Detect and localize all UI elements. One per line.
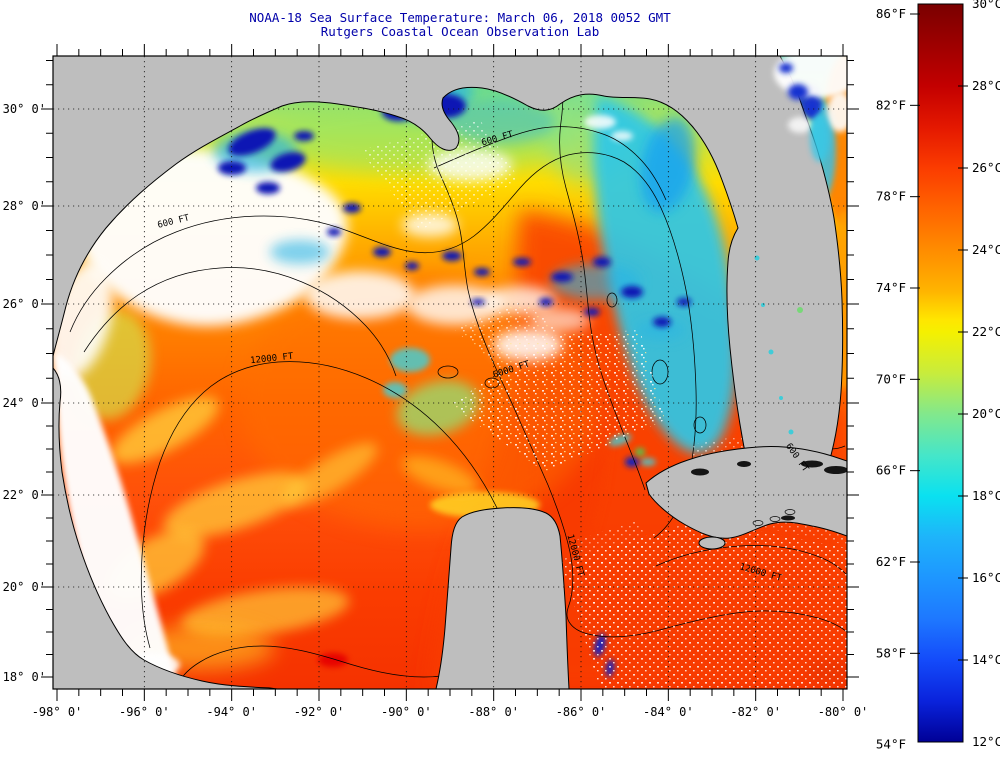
map-title: NOAA-18 Sea Surface Temperature: March 0… [249, 10, 671, 25]
fahrenheit-tick-label: 82°F [876, 97, 906, 112]
celsius-tick-label: 14°C [972, 652, 1000, 667]
lon-tick-label: -80° 0' [818, 705, 869, 719]
lat-tick-label: 18° 0' [3, 670, 46, 684]
land-mexico-yucatan [53, 367, 570, 689]
over-land-clouds [691, 56, 847, 521]
lon-tick-label: -88° 0' [468, 705, 519, 719]
west-florida-shelf-cold-water [545, 75, 738, 454]
lon-tick-label: -82° 0' [730, 705, 781, 719]
axis-labels: -98° 0' -96° 0' -94° 0' -92° 0' -90° 0' -88° … [3, 102, 869, 719]
lon-tick-label: -84° 0' [643, 705, 694, 719]
lon-tick-label: -98° 0' [32, 705, 83, 719]
lat-tick-label: 20° 0' [3, 580, 46, 594]
lon-tick-label: -92° 0' [294, 705, 345, 719]
celsius-tick-label: 28°C [972, 78, 1000, 93]
lat-tick-label: 28° 0' [3, 199, 46, 213]
lat-tick-label: 26° 0' [3, 297, 46, 311]
fahrenheit-tick-label: 54°F [876, 737, 906, 752]
celsius-tick-label: 22°C [972, 324, 1000, 339]
lon-tick-label: -96° 0' [119, 705, 170, 719]
fahrenheit-tick-label: 86°F [876, 6, 906, 21]
gulf-map: 600 FT 600 FT 12000 FT 6000 FT 12000 FT … [53, 56, 847, 689]
axis-ticks [41, 44, 859, 701]
fahrenheit-tick-label: 58°F [876, 645, 906, 660]
celsius-tick-label: 18°C [972, 488, 1000, 503]
lon-tick-label: -86° 0' [556, 705, 607, 719]
colorbar: 86°F 82°F 78°F 74°F 70°F 66°F 62°F 58°F 54°F 30°C… [876, 0, 1000, 752]
celsius-tick-label: 20°C [972, 406, 1000, 421]
colorbar-gradient [917, 3, 964, 743]
map-subtitle: Rutgers Coastal Ocean Observation Lab [321, 24, 599, 39]
fahrenheit-tick-label: 66°F [876, 463, 906, 478]
lon-tick-label: -90° 0' [381, 705, 432, 719]
land-isla-juventud [698, 536, 726, 550]
lat-tick-label: 22° 0' [3, 488, 46, 502]
celsius-tick-label: 30°C [972, 0, 1000, 11]
fahrenheit-tick-label: 78°F [876, 189, 906, 204]
land-masses [53, 56, 847, 689]
warm-coastal-spot [318, 653, 348, 667]
colorbar-labels: 86°F 82°F 78°F 74°F 70°F 66°F 62°F 58°F 54°F 30°C… [876, 0, 1000, 752]
celsius-tick-label: 12°C [972, 734, 1000, 749]
lat-tick-label: 30° 0' [3, 102, 46, 116]
lon-tick-label: -94° 0' [206, 705, 257, 719]
celsius-tick-label: 16°C [972, 570, 1000, 585]
fahrenheit-tick-label: 70°F [876, 371, 906, 386]
contour-label: 12000 FT [250, 352, 295, 367]
lat-tick-label: 24° 0' [3, 396, 46, 410]
colorbar-ticks [910, 13, 968, 661]
title-block: NOAA-18 Sea Surface Temperature: March 0… [249, 10, 671, 39]
graticule [53, 56, 847, 689]
fahrenheit-tick-label: 74°F [876, 280, 906, 295]
celsius-tick-label: 26°C [972, 160, 1000, 175]
celsius-tick-label: 24°C [972, 242, 1000, 257]
fahrenheit-tick-label: 62°F [876, 554, 906, 569]
